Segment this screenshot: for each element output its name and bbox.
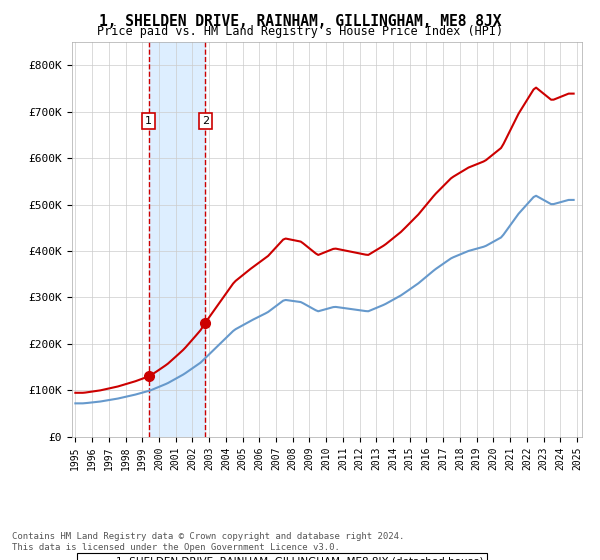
Text: Contains HM Land Registry data © Crown copyright and database right 2024.
This d: Contains HM Land Registry data © Crown c… (12, 532, 404, 552)
Legend: 1, SHELDEN DRIVE, RAINHAM, GILLINGHAM, ME8 8JX (detached house), HPI: Average pr: 1, SHELDEN DRIVE, RAINHAM, GILLINGHAM, M… (77, 553, 487, 560)
Text: 1, SHELDEN DRIVE, RAINHAM, GILLINGHAM, ME8 8JX: 1, SHELDEN DRIVE, RAINHAM, GILLINGHAM, M… (99, 14, 501, 29)
Text: 2: 2 (202, 116, 209, 126)
Text: Price paid vs. HM Land Registry's House Price Index (HPI): Price paid vs. HM Land Registry's House … (97, 25, 503, 38)
Text: 1: 1 (145, 116, 152, 126)
Bar (149, 42, 205, 437)
